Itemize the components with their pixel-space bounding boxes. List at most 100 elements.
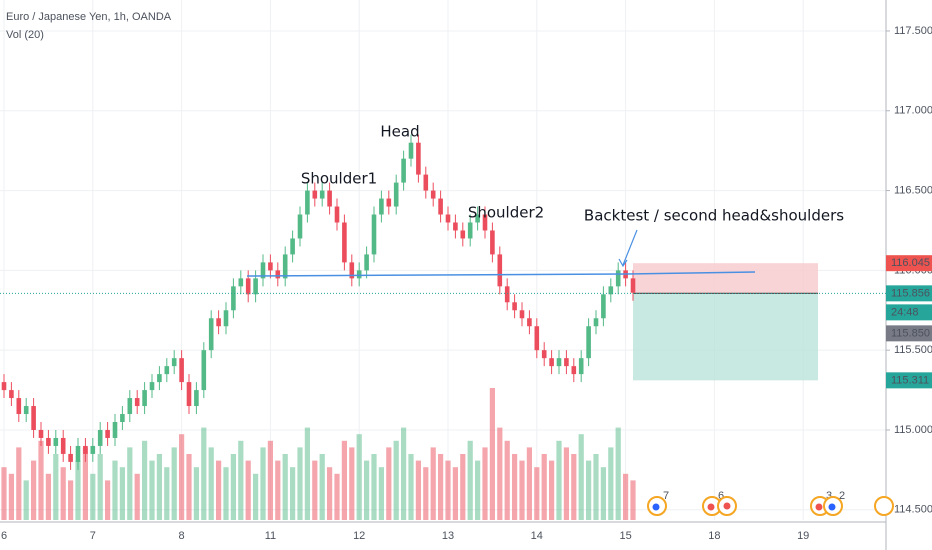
volume-bar: [482, 447, 488, 520]
volume-bar: [23, 480, 29, 520]
candle-body: [578, 358, 584, 375]
volume-bar: [312, 460, 318, 520]
indicator-label: Vol (20): [6, 29, 44, 41]
countdown-tag-bg: [886, 304, 932, 321]
annotation: Backtest / second head&shoulders: [584, 207, 844, 225]
volume-bar: [105, 480, 111, 520]
candle-body: [504, 286, 510, 303]
candle-layer: [1, 134, 636, 470]
volume-bar: [319, 454, 325, 520]
candle-body: [371, 214, 377, 255]
x-tick-label: 15: [619, 530, 631, 542]
candle-body: [245, 278, 251, 295]
volume-bar: [615, 427, 621, 520]
candle-body: [586, 326, 591, 359]
candle-body: [290, 238, 295, 255]
candle-body: [527, 318, 532, 327]
chart-title: Euro / Japanese Yen, 1h, OANDA: [6, 11, 172, 23]
volume-bar: [571, 454, 577, 520]
volume-bar: [556, 440, 562, 520]
candle-body: [201, 350, 207, 391]
target-price-tag-bg: [886, 372, 932, 389]
candle-body: [423, 174, 429, 191]
candle-body: [238, 278, 244, 287]
candle-body: [556, 358, 562, 367]
volume-bar: [260, 447, 266, 520]
volume-bar: [267, 440, 273, 520]
y-tick-label: 117.000: [894, 105, 932, 117]
candle-body: [312, 190, 318, 199]
volume-bar: [275, 460, 281, 520]
candle-body: [16, 398, 22, 415]
event-count: 3: [826, 490, 832, 502]
volume-bar: [238, 440, 244, 520]
volume-bar: [112, 460, 118, 520]
candle-body: [467, 222, 473, 239]
x-tick-label: 11: [265, 530, 276, 542]
y-tick-label: 114.500: [894, 504, 932, 516]
candle-body: [608, 286, 614, 295]
candle-body: [186, 382, 192, 407]
candle-body: [438, 198, 443, 215]
event-dot: [828, 503, 836, 511]
volume-bar: [216, 460, 222, 520]
position-layer: [633, 263, 818, 381]
candle-body: [445, 214, 451, 223]
volume-bar: [68, 480, 74, 520]
candle-body: [630, 278, 636, 293]
volume-bar: [230, 454, 236, 520]
candle-body: [512, 302, 517, 311]
candle-body: [549, 358, 554, 367]
volume-bar: [304, 427, 310, 520]
candle-body: [179, 358, 184, 383]
candle-body: [334, 206, 340, 223]
volume-bar: [364, 460, 370, 520]
volume-bar: [586, 460, 592, 520]
target-zone: [633, 293, 818, 381]
candle-body: [90, 445, 96, 454]
x-tick-label: 12: [353, 530, 365, 542]
candle-body: [571, 366, 577, 375]
candle-body: [497, 254, 503, 287]
y-tick-label: 117.500: [894, 25, 932, 37]
candle-body: [120, 414, 125, 423]
volume-bar: [75, 460, 81, 520]
candle-body: [105, 429, 110, 438]
volume-bar: [119, 467, 125, 520]
volume-bar: [563, 447, 569, 520]
candle-body: [68, 453, 73, 462]
volume-bar: [519, 460, 525, 520]
x-tick-label: 8: [179, 530, 185, 542]
candle-body: [379, 198, 384, 215]
candle-body: [231, 286, 236, 311]
candle-body: [356, 270, 362, 279]
candle-body: [23, 406, 29, 415]
volume-bar: [134, 473, 140, 520]
last-price-tag: 115.856: [891, 287, 930, 299]
candle-body: [60, 437, 66, 454]
volume-bar: [445, 460, 451, 520]
volume-bar: [223, 467, 229, 520]
event-count: 2: [839, 490, 845, 502]
volume-bar: [60, 467, 66, 520]
volume-layer: [1, 388, 636, 520]
volume-bar: [452, 467, 458, 520]
candle-body: [319, 190, 325, 199]
arrow-head: [618, 258, 628, 268]
volume-bar: [8, 473, 14, 520]
event-dot: [707, 503, 715, 511]
candle-body: [364, 254, 369, 271]
volume-bar: [97, 454, 103, 520]
candle-body: [453, 222, 458, 231]
volume-bar: [430, 447, 436, 520]
volume-bar: [186, 454, 192, 520]
event-dot: [652, 503, 660, 511]
volume-bar: [393, 440, 399, 520]
volume-bar: [253, 473, 259, 520]
target-price-tag: 115.311: [891, 374, 929, 386]
volume-bar: [297, 447, 303, 520]
volume-bar: [356, 434, 362, 520]
volume-bar: [1, 467, 7, 520]
y-tick-label: 116.500: [894, 184, 932, 196]
